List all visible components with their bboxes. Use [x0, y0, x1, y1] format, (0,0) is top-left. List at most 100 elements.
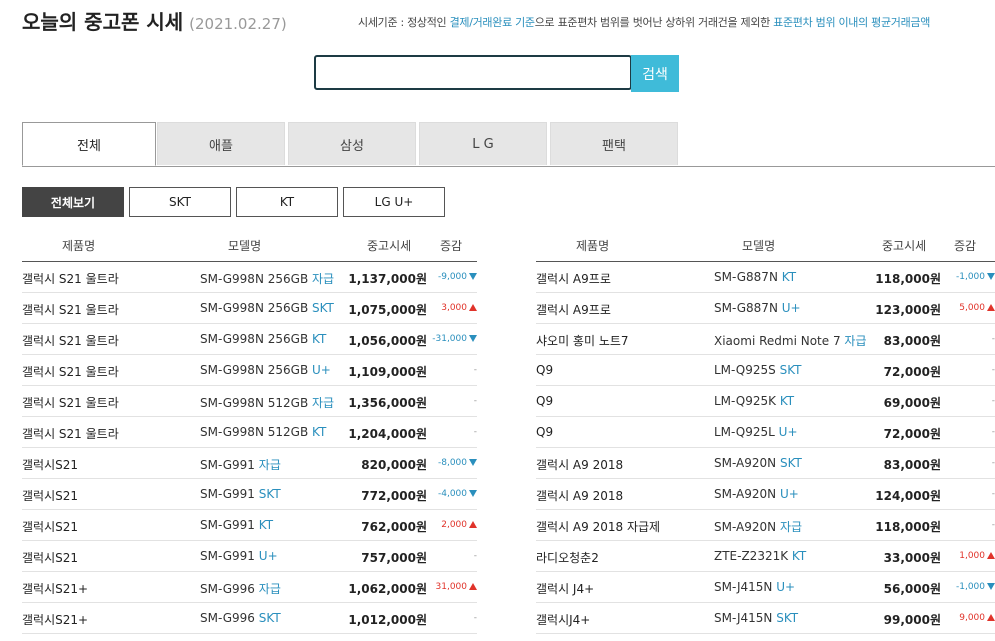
price-change: 31,000	[435, 582, 477, 592]
product-name: 갤럭시S21	[22, 458, 79, 472]
up-arrow-icon	[987, 614, 995, 621]
used-price: 123,000원	[875, 303, 941, 317]
price-change-value: 31,000	[435, 582, 468, 592]
model-code: SM-G991	[200, 549, 255, 563]
model-code: SM-G998N 512GB	[200, 396, 309, 410]
used-price: 69,000원	[883, 396, 941, 410]
price-change: -9,000	[438, 272, 477, 282]
table-row[interactable]: 갤럭시 A9 2018 SM-A920N U+ 124,000원 -	[536, 479, 995, 510]
tab-all[interactable]: 전체	[22, 122, 156, 166]
search-button[interactable]: 검색	[631, 55, 679, 92]
used-price: 33,000원	[883, 551, 941, 565]
carrier-label: SKT	[776, 611, 799, 625]
price-change-value: 9,000	[959, 613, 985, 623]
used-price: 757,000원	[361, 551, 427, 565]
price-change: 1,000	[959, 551, 995, 561]
down-arrow-icon	[469, 273, 477, 280]
product-name: 샤오미 홍미 노트7	[536, 334, 629, 348]
carrier-label: 자급	[779, 520, 803, 534]
carrier-label: KT	[312, 332, 327, 346]
table-row[interactable]: 라디오청춘2 ZTE-Z2321K KT 33,000원 1,000	[536, 541, 995, 572]
criteria-highlight-2: 표준편차 범위 이내의 평균거래금액	[773, 16, 931, 29]
product-name: 갤럭시 A9프로	[536, 272, 611, 286]
price-change-value: -	[473, 551, 477, 561]
tab-lg[interactable]: L G	[419, 122, 547, 165]
model-name: SM-G991 U+	[200, 549, 278, 563]
filter-skt[interactable]: SKT	[129, 187, 231, 217]
price-change-value: -	[991, 396, 995, 406]
table-row[interactable]: 갤럭시 S21 울트라 SM-G998N 256GB KT 1,056,000원 -3…	[22, 324, 477, 355]
table-row[interactable]: 갤럭시S21 SM-G991 U+ 757,000원 -	[22, 541, 477, 572]
col-change-header: 증감	[954, 239, 977, 253]
table-row[interactable]: Q9 LM-Q925S SKT 72,000원 -	[536, 355, 995, 386]
table-row[interactable]: 갤럭시S21 SM-G991 SKT 772,000원 -4,000	[22, 479, 477, 510]
table-header: 제품명 모델명 중고시세 증감	[536, 230, 995, 262]
model-name: SM-G998N 256GB SKT	[200, 301, 334, 315]
price-change: -4,000	[438, 489, 477, 499]
price-change: -8,000	[438, 458, 477, 468]
table-row[interactable]: 갤럭시 S21 울트라 SM-G998N 512GB 자급 1,356,000원 -	[22, 386, 477, 417]
price-change: -	[992, 427, 995, 437]
model-name: LM-Q925K KT	[714, 394, 794, 408]
model-code: SM-G887N	[714, 270, 778, 284]
price-table-right: 제품명 모델명 중고시세 증감 갤럭시 A9프로 SM-G887N KT 118,0…	[536, 230, 995, 634]
model-code: SM-G991	[200, 518, 255, 532]
product-name: 갤럭시 S21 울트라	[22, 427, 119, 441]
table-row[interactable]: 갤럭시 J4+ SM-J415N U+ 56,000원 -1,000	[536, 572, 995, 603]
table-row[interactable]: Q9 LM-Q925L U+ 72,000원 -	[536, 417, 995, 448]
product-name: 갤럭시S21	[22, 489, 79, 503]
filter-lgu[interactable]: LG U+	[343, 187, 445, 217]
model-code: SM-A920N	[714, 487, 777, 501]
price-change-value: -	[473, 365, 477, 375]
table-row[interactable]: 갤럭시S21+ SM-G996 자급 1,062,000원 31,000	[22, 572, 477, 603]
carrier-label: U+	[779, 487, 799, 501]
product-name: 갤럭시S21+	[22, 613, 89, 627]
table-row[interactable]: 갤럭시 S21 울트라 SM-G998N 256GB 자급 1,137,000원 -9…	[22, 262, 477, 293]
table-row[interactable]: 갤럭시J4+ SM-J415N SKT 99,000원 9,000	[536, 603, 995, 634]
tab-apple[interactable]: 애플	[157, 122, 285, 165]
table-row[interactable]: 샤오미 홍미 노트7 Xiaomi Redmi Note 7 자급 83,000원 -	[536, 324, 995, 355]
product-name: 갤럭시 S21 울트라	[22, 303, 119, 317]
table-row[interactable]: 갤럭시S21 SM-G991 KT 762,000원 2,000	[22, 510, 477, 541]
filter-all[interactable]: 전체보기	[22, 187, 124, 217]
used-price: 1,012,000원	[348, 613, 427, 627]
table-row[interactable]: 갤럭시 S21 울트라 SM-G998N 512GB KT 1,204,000원 -	[22, 417, 477, 448]
used-price: 1,109,000원	[348, 365, 427, 379]
col-price-header: 중고시세	[367, 239, 412, 253]
table-row[interactable]: 갤럭시 A9 2018 SM-A920N SKT 83,000원 -	[536, 448, 995, 479]
price-change-value: 1,000	[959, 551, 985, 561]
table-row[interactable]: 갤럭시S21 SM-G991 자급 820,000원 -8,000	[22, 448, 477, 479]
table-row[interactable]: Q9 LM-Q925K KT 69,000원 -	[536, 386, 995, 417]
price-change-value: 3,000	[441, 303, 467, 313]
table-row[interactable]: 갤럭시 A9 2018 자급제 SM-A920N 자급 118,000원 -	[536, 510, 995, 541]
tab-pantech[interactable]: 팬택	[550, 122, 678, 165]
table-row[interactable]: 갤럭시 S21 울트라 SM-G998N 256GB U+ 1,109,000원 -	[22, 355, 477, 386]
product-name: 갤럭시J4+	[536, 613, 591, 627]
price-change: -	[474, 427, 477, 437]
model-name: SM-G887N U+	[714, 301, 801, 315]
down-arrow-icon	[987, 583, 995, 590]
table-row[interactable]: 갤럭시 A9프로 SM-G887N KT 118,000원 -1,000	[536, 262, 995, 293]
price-change: -	[992, 520, 995, 530]
product-name: 라디오청춘2	[536, 551, 599, 565]
model-code: SM-J415N	[714, 580, 773, 594]
table-row[interactable]: 갤럭시S21+ SM-G996 SKT 1,012,000원 -	[22, 603, 477, 634]
product-name: Q9	[536, 394, 554, 408]
filter-kt[interactable]: KT	[236, 187, 338, 217]
model-name: SM-G991 KT	[200, 518, 273, 532]
tab-samsung[interactable]: 삼성	[288, 122, 416, 165]
price-change: -	[474, 613, 477, 623]
col-price-header: 중고시세	[882, 239, 927, 253]
table-header: 제품명 모델명 중고시세 증감	[22, 230, 477, 262]
table-row[interactable]: 갤럭시 A9프로 SM-G887N U+ 123,000원 5,000	[536, 293, 995, 324]
used-price: 118,000원	[875, 272, 941, 286]
carrier-label: SKT	[258, 487, 281, 501]
table-row[interactable]: 갤럭시 S21 울트라 SM-G998N 256GB SKT 1,075,000원 3…	[22, 293, 477, 324]
down-arrow-icon	[469, 459, 477, 466]
used-price: 1,056,000원	[348, 334, 427, 348]
carrier-label: SKT	[779, 456, 802, 470]
carrier-label: 자급	[844, 334, 867, 348]
price-change: -	[992, 489, 995, 499]
search-input[interactable]	[314, 55, 632, 90]
used-price: 1,075,000원	[348, 303, 427, 317]
